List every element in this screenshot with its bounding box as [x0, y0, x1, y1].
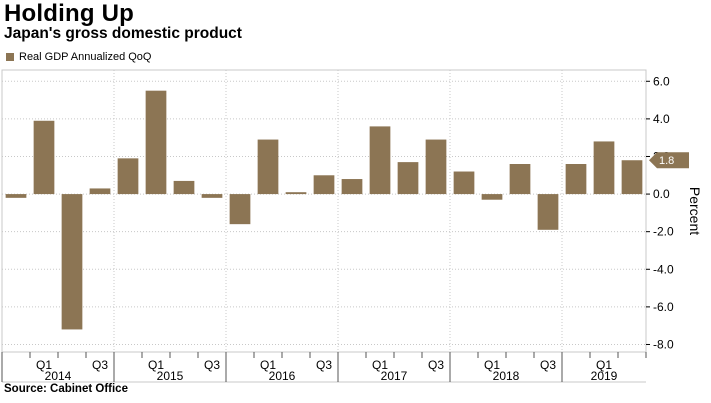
y-tick-label: -4.0: [653, 262, 674, 276]
y-tick-label: -8.0: [653, 337, 674, 351]
quarter-label: Q1: [148, 358, 164, 372]
quarter-label: Q1: [372, 358, 388, 372]
quarter-label: Q3: [316, 358, 332, 372]
bar: [565, 164, 587, 195]
bar: [89, 188, 111, 195]
bar: [537, 194, 559, 230]
plot-frame: [1, 69, 647, 353]
legend: Real GDP Annualized QoQ: [6, 51, 151, 63]
quarter-label: Q1: [596, 358, 612, 372]
quarter-label: Q1: [36, 358, 52, 372]
bar: [453, 171, 475, 195]
bar: [229, 194, 251, 225]
bar: [425, 139, 447, 195]
bar: [593, 141, 615, 195]
last-value-label: 1.8: [659, 155, 674, 167]
bar: [313, 175, 335, 195]
quarter-label: Q3: [428, 358, 444, 372]
bar: [509, 164, 531, 195]
y-tick-label: 0.0: [653, 187, 670, 201]
year-label: 2014: [45, 369, 72, 383]
year-label: 2019: [591, 369, 618, 383]
bar: [621, 160, 643, 195]
bar: [33, 120, 55, 195]
legend-label: Real GDP Annualized QoQ: [19, 51, 152, 63]
year-label: 2018: [493, 369, 520, 383]
source-note: Source: Cabinet Office: [4, 383, 128, 395]
year-label: 2017: [381, 369, 408, 383]
bar: [145, 90, 167, 195]
y-tick-label: -6.0: [653, 300, 674, 314]
bar: [481, 194, 503, 200]
y-tick-label: 4.0: [653, 112, 670, 126]
quarter-label: Q1: [260, 358, 276, 372]
quarter-label: Q3: [540, 358, 556, 372]
chart-title: Holding Up: [4, 0, 134, 27]
quarter-label: Q1: [484, 358, 500, 372]
bar: [5, 194, 27, 198]
quarter-label: Q3: [204, 358, 220, 372]
bar: [201, 194, 223, 198]
y-tick-label: 6.0: [653, 74, 670, 88]
bar: [341, 179, 363, 195]
y-axis-label: Percent: [687, 187, 703, 235]
bar: [61, 194, 83, 330]
chart-subtitle: Japan's gross domestic product: [4, 25, 242, 42]
last-value-badge: [649, 152, 689, 169]
bar: [117, 158, 139, 195]
legend-swatch: [6, 53, 14, 61]
y-tick-label: -2.0: [653, 225, 674, 239]
year-label: 2015: [157, 369, 184, 383]
bar: [285, 192, 307, 195]
bar: [257, 139, 279, 195]
bar: [173, 180, 195, 195]
bar: [397, 162, 419, 195]
bar: [369, 126, 391, 195]
quarter-label: Q3: [92, 358, 108, 372]
year-label: 2016: [269, 369, 296, 383]
